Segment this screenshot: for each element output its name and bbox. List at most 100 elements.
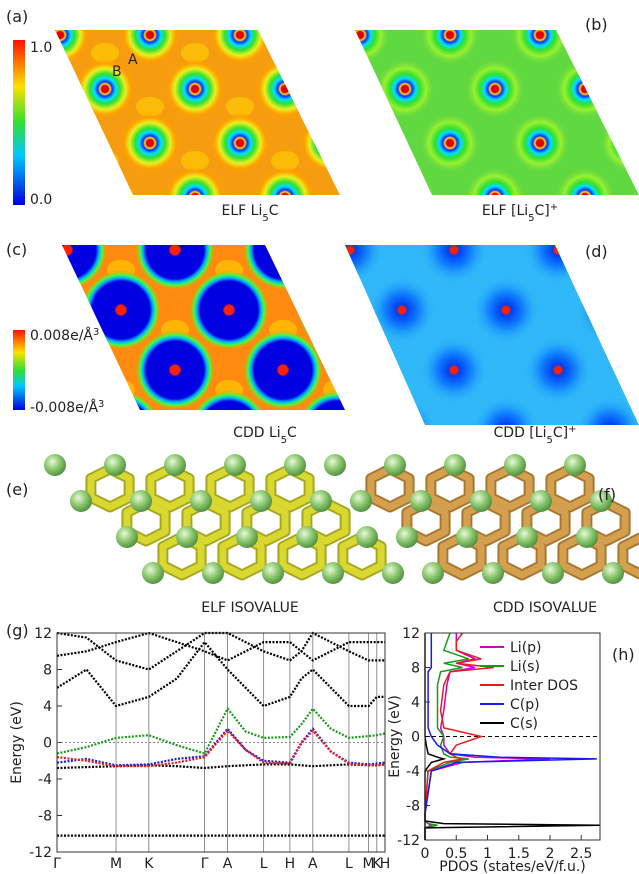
site-label: A	[128, 52, 138, 68]
li-atom	[236, 526, 258, 548]
site	[621, 270, 639, 350]
site	[524, 216, 592, 284]
interstitial	[593, 200, 621, 220]
site	[75, 0, 135, 11]
li-atom	[202, 562, 224, 584]
x-tick-label: M	[110, 856, 122, 872]
legend-label: C(s)	[510, 716, 538, 732]
li-atom	[262, 562, 284, 584]
label: CDD [Li5C]+	[494, 424, 577, 446]
site	[210, 5, 270, 65]
site	[165, 59, 225, 119]
y-tick-label: 0	[411, 730, 420, 746]
li-atom	[542, 562, 564, 584]
li-atom	[44, 454, 66, 476]
y-tick-label: 12	[34, 626, 52, 642]
figure: (a)ELF Li5C(b)ELF [Li5C]+(c)CDD Li5C(d)C…	[0, 0, 639, 874]
li-atom	[296, 526, 318, 548]
site	[345, 167, 405, 227]
li-atom	[384, 454, 406, 476]
li-atom	[324, 454, 346, 476]
li-atom	[250, 490, 272, 512]
interstitial	[1, 259, 29, 279]
site	[465, 59, 525, 119]
site	[30, 113, 90, 173]
x-tick-label: 0	[421, 846, 430, 862]
li-atom	[410, 490, 432, 512]
site	[165, 167, 225, 227]
band	[57, 633, 385, 670]
interstitial	[316, 205, 344, 225]
x-tick-label: K	[144, 856, 154, 872]
label: CDD Li5C	[233, 425, 297, 446]
y-axis-label: Energy (eV)	[9, 701, 25, 784]
site	[465, 0, 525, 11]
site	[420, 113, 480, 173]
site	[510, 5, 570, 65]
li-atom	[70, 490, 92, 512]
network-shadow	[91, 469, 381, 575]
superscript: 3	[93, 327, 99, 338]
li-atom	[576, 526, 598, 548]
panel-letter: (g)	[6, 621, 29, 640]
text-part: 0.008e/Å	[30, 327, 93, 344]
interstitial	[316, 0, 344, 9]
interstitial	[631, 259, 639, 279]
colorbar-max: 1.0	[30, 40, 52, 56]
interstitial	[631, 151, 639, 171]
site	[555, 0, 615, 11]
y-tick-label: -8	[406, 799, 420, 815]
li-atom	[470, 490, 492, 512]
interstitial	[406, 0, 434, 9]
text-part: C]	[535, 203, 550, 219]
interstitial	[46, 0, 74, 9]
y-tick-label: 4	[411, 695, 420, 711]
site	[420, 5, 480, 65]
text-part: C	[287, 425, 297, 441]
site	[555, 59, 615, 119]
li-atom	[190, 490, 212, 512]
li-atom	[322, 562, 344, 584]
site	[472, 276, 540, 344]
site	[316, 216, 384, 284]
site	[27, 210, 107, 290]
panel-letter: (d)	[585, 242, 608, 261]
li-atom	[350, 490, 372, 512]
y-tick-label: 8	[411, 661, 420, 677]
li-atom	[530, 490, 552, 512]
colorbar	[13, 330, 25, 410]
y-tick-label: -4	[38, 772, 52, 788]
li-atom	[310, 490, 332, 512]
interstitial	[226, 0, 254, 9]
site	[524, 336, 592, 404]
site	[300, 113, 360, 173]
site	[120, 113, 180, 173]
li-atom	[116, 526, 138, 548]
site	[330, 113, 390, 173]
site	[189, 270, 269, 350]
interstitial	[496, 0, 524, 9]
li-atom	[142, 562, 164, 584]
site	[255, 59, 315, 119]
site	[510, 113, 570, 173]
site	[375, 59, 435, 119]
site-label: B	[112, 64, 122, 80]
interstitial	[107, 380, 135, 400]
site	[243, 330, 323, 410]
interstitial	[271, 43, 299, 63]
superscript: +	[568, 424, 576, 435]
text-part: ELF [Li	[482, 203, 528, 219]
y-axis-label: Energy (eV)	[387, 695, 403, 778]
site	[81, 270, 161, 350]
site	[300, 5, 360, 65]
caption: ELF ISOVALUE	[201, 600, 298, 616]
li-atom	[164, 454, 186, 476]
li-atom	[482, 562, 504, 584]
site	[30, 5, 90, 65]
li-atom	[456, 526, 478, 548]
panel-letter: (e)	[6, 480, 28, 499]
x-tick-label: Γ	[201, 856, 209, 872]
site	[600, 5, 639, 65]
site	[435, 0, 495, 11]
